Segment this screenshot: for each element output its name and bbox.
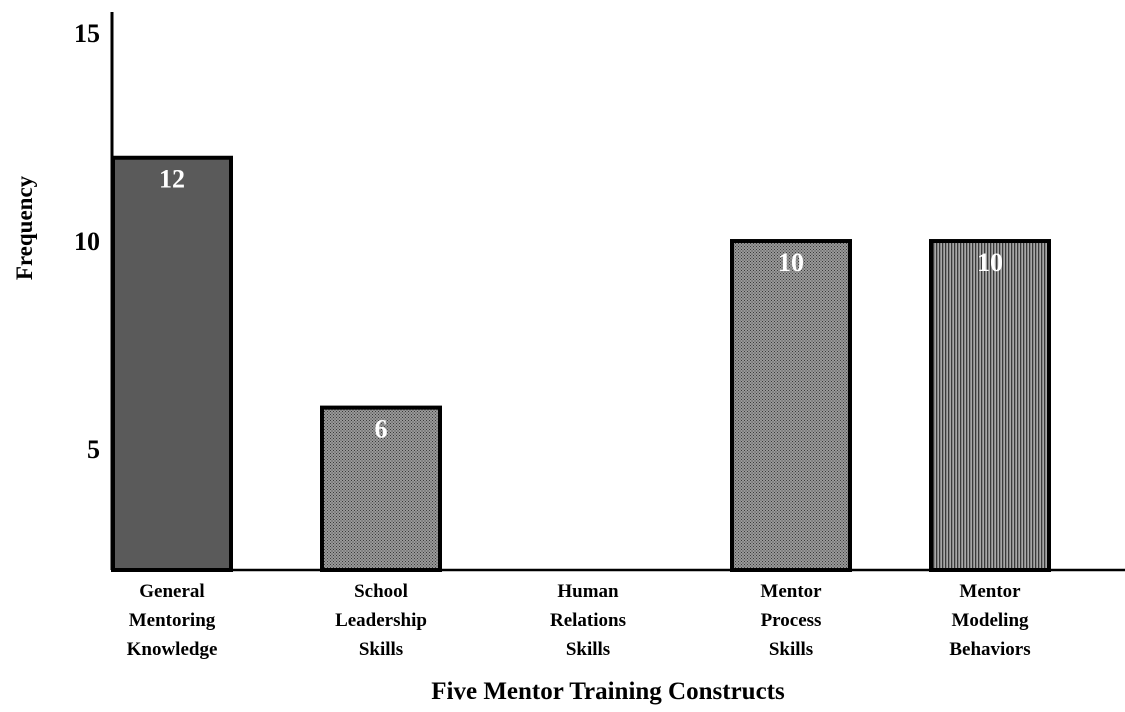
bars-layer bbox=[111, 155, 1051, 572]
x-category-label-3: Human Relations Skills bbox=[550, 581, 626, 660]
x-axis-label: Five Mentor Training Constructs bbox=[431, 678, 785, 705]
bar-5 bbox=[929, 239, 1051, 572]
axes-layer bbox=[110, 12, 1125, 572]
bar-2 bbox=[320, 405, 442, 572]
data-label-4: 10 bbox=[778, 248, 804, 277]
y-tick-label-15: 15 bbox=[74, 19, 100, 48]
bar-1 bbox=[111, 155, 233, 572]
y-tick-label-5: 5 bbox=[87, 435, 100, 464]
data-label-1: 12 bbox=[159, 165, 185, 194]
x-category-label-4: Mentor Process Skills bbox=[760, 581, 822, 660]
y-tick-label-10: 10 bbox=[74, 227, 100, 256]
x-category-label-2: School Leadership Skills bbox=[335, 581, 427, 660]
text-layer: 12 6 10 10 5 10 15 General Mentoring Knowledge Sch… bbox=[12, 19, 1031, 705]
data-label-5: 10 bbox=[977, 248, 1003, 277]
y-axis-label: Frequency bbox=[12, 175, 37, 280]
data-label-2: 6 bbox=[375, 415, 388, 444]
x-category-label-1: General Mentoring Knowledge bbox=[127, 581, 218, 660]
bar-4 bbox=[730, 239, 852, 572]
x-category-label-5: Mentor Modeling Behaviors bbox=[949, 581, 1030, 660]
